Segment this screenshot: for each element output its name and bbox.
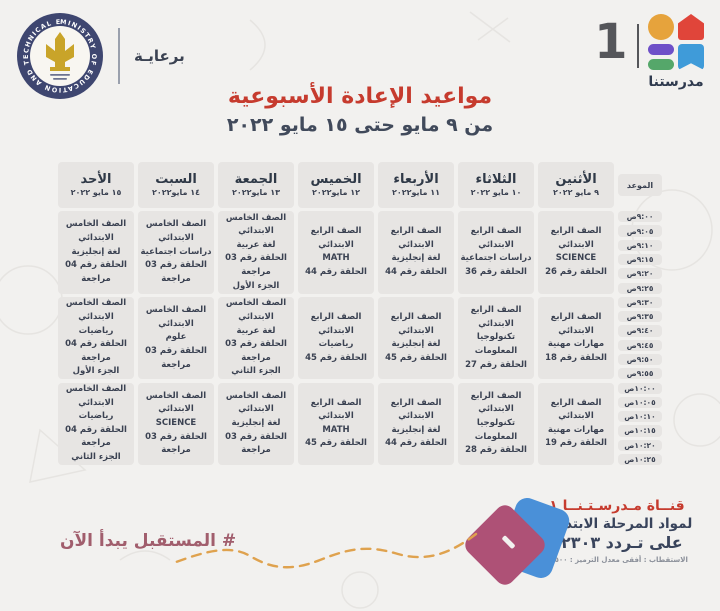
ministry-emblem-logo: MINISTRY OF EDUCATION AND TECHNICAL EDUC…	[16, 12, 103, 99]
day-date: ١٢ مايو٢٠٢٢	[311, 187, 361, 197]
time-slot: ٩:٥٥ص	[618, 368, 662, 380]
cell-sunday-3: الصف الخامس الابتدائي رياضيات الحلقة رقم…	[58, 382, 134, 466]
day-header-thursday: الخميس ١٢ مايو٢٠٢٢	[298, 162, 374, 208]
day-header-sunday: الأحد ١٥ مايو ٢٠٢٢	[58, 162, 134, 208]
cell-tuesday-1: الصف الرابع الابتدائي دراسات اجتماعية ال…	[458, 211, 534, 294]
day-date: ٩ مايو ٢٠٢٢	[553, 187, 599, 197]
time-slot: ١٠:٠٠ص	[618, 382, 662, 394]
cell-friday-2: الصف الخامس الابتدائي لغة عربية الحلقة ر…	[218, 296, 294, 380]
cell-thursday-3: الصف الرابع الابتدائي MATH الحلقة رقم 45	[298, 382, 374, 466]
day-name: السبت	[155, 172, 197, 188]
time-slot: ١٠:٠٥ص	[618, 396, 662, 408]
channel-info-block: قنــاة مـدرسـتـنــا ١ لمواد المرحلة الاب…	[528, 498, 706, 564]
time-slot: ٩:١٥ص	[618, 254, 662, 266]
day-header-saturday: السبت ١٤ مايو٢٠٢٢	[138, 162, 214, 208]
logo-circle-icon	[648, 14, 674, 40]
brand-block: 1 مدرستنا	[594, 14, 704, 90]
title-block: مواعيد الإعادة الأسبوعية من ٩ مايو حتى ١…	[0, 84, 720, 136]
day-name: الخميس	[310, 172, 362, 188]
time-slot: ٩:١٠ص	[618, 239, 662, 251]
logo-bookmark-icon	[678, 44, 704, 70]
logo-house-icon	[678, 14, 704, 40]
cell-sunday-1: الصف الخامس الابتدائي لغة إنجليزية الحلق…	[58, 211, 134, 294]
day-date: ١٣ مايو٢٠٢٢	[231, 187, 281, 197]
time-slot: ١٠:١٠ص	[618, 411, 662, 423]
channel-audience: لمواد المرحلة الابتدائية	[541, 516, 693, 532]
channel-tech-details: الاستقطاب : أفقى معدل الترميز : ٢٧٥٠٠	[546, 556, 688, 564]
cell-thursday-2: الصف الرابع الابتدائي رياضيات الحلقة رقم…	[298, 296, 374, 380]
day-header-tuesday: الثلاثاء ١٠ مايو ٢٠٢٢	[458, 162, 534, 208]
cell-wednesday-3: الصف الرابع الابتدائي لغة إنجليزية الحلق…	[378, 382, 454, 466]
cell-tuesday-3: الصف الرابع الابتدائي تكنولوجيا المعلوما…	[458, 382, 534, 466]
madrasetna-logo	[648, 14, 704, 70]
brand-name: مدرستنا	[648, 74, 704, 90]
cell-saturday-3: الصف الخامس الابتدائي SCIENCE الحلقة رقم…	[138, 382, 214, 466]
cell-wednesday-1: الصف الرابع الابتدائي لغة إنجليزية الحلق…	[378, 211, 454, 294]
time-slot: ٩:٤٥ص	[618, 339, 662, 351]
cell-thursday-1: الصف الرابع الابتدائي MATH الحلقة رقم 44	[298, 211, 374, 294]
cell-monday-2: الصف الرابع الابتدائي مهارات مهنية الحلق…	[538, 296, 614, 380]
cell-sunday-2: الصف الخامس الابتدائي رياضيات الحلقة رقم…	[58, 296, 134, 380]
patronage-block: MINISTRY OF EDUCATION AND TECHNICAL EDUC…	[16, 12, 185, 100]
time-slot: ٩:٠٥ص	[618, 225, 662, 237]
time-slot: ١٠:٢٥ص	[618, 453, 662, 466]
time-slot: ١٠:١٥ص	[618, 425, 662, 437]
time-slot: ١٠:٢٠ص	[618, 439, 662, 451]
day-header-monday: الأثنين ٩ مايو ٢٠٢٢	[538, 162, 614, 208]
patronage-label: برعايـة	[134, 47, 185, 65]
time-slot: ٩:٢٥ص	[618, 282, 662, 294]
day-name: الأحد	[80, 172, 112, 188]
cell-saturday-2: الصف الخامس الابتدائي علوم الحلقة رقم 03…	[138, 296, 214, 380]
day-name: الثلاثاء	[475, 172, 517, 188]
cell-friday-3: الصف الخامس الابتدائي لغة إنجليزية الحلق…	[218, 382, 294, 466]
day-date: ١١ مايو٢٠٢٢	[391, 187, 441, 197]
eagle-icon	[46, 32, 74, 71]
day-header-wednesday: الأربعاء ١١ مايو٢٠٢٢	[378, 162, 454, 208]
time-column-header: الموعد	[618, 174, 662, 196]
day-header-friday: الجمعة ١٣ مايو٢٠٢٢	[218, 162, 294, 208]
day-name: الجمعة	[234, 172, 278, 188]
kite-graphic	[461, 494, 582, 602]
day-name: الأثنين	[555, 172, 597, 188]
poster-subtitle: من ٩ مايو حتى ١٥ مايو ٢٠٢٢	[226, 114, 494, 136]
cell-monday-3: الصف الرابع الابتدائي مهارات مهنية الحلق…	[538, 382, 614, 466]
day-date: ١٥ مايو ٢٠٢٢	[70, 187, 122, 197]
dashed-string-line	[174, 532, 478, 569]
vertical-divider	[118, 28, 120, 84]
cell-friday-1: الصف الخامس الابتدائي لغة عربية الحلقة ر…	[218, 211, 294, 294]
vertical-divider	[636, 24, 639, 68]
time-slot: ٩:٥٠ص	[618, 354, 662, 366]
poster-title: مواعيد الإعادة الأسبوعية	[227, 84, 493, 109]
day-date: ١٠ مايو ٢٠٢٢	[470, 187, 522, 197]
cell-tuesday-2: الصف الرابع الابتدائي تكنولوجيا المعلوما…	[458, 296, 534, 380]
channel-number: 1	[594, 14, 628, 70]
time-slot: ٩:٢٠ص	[618, 268, 662, 280]
day-name: الأربعاء	[393, 172, 439, 188]
logo-bars-icon	[648, 44, 674, 70]
schedule-table: الموعد الأثنين ٩ مايو ٢٠٢٢ الثلاثاء ١٠ م…	[58, 162, 662, 466]
time-slot: ٩:٠٠ص	[618, 211, 662, 223]
time-slot: ٩:٤٠ص	[618, 325, 662, 337]
day-date: ١٤ مايو٢٠٢٢	[151, 187, 201, 197]
cell-saturday-1: الصف الخامس الابتدائي دراسات اجتماعية ال…	[138, 211, 214, 294]
hashtag-slogan: # المستقبل يبدأ الآن	[60, 531, 237, 551]
time-slot: ٩:٣٥ص	[618, 311, 662, 323]
cell-wednesday-2: الصف الرابع الابتدائي لغة إنجليزية الحلق…	[378, 296, 454, 380]
cell-monday-1: الصف الرابع الابتدائي SCIENCE الحلقة رقم…	[538, 211, 614, 294]
time-slot: ٩:٣٠ص	[618, 296, 662, 308]
